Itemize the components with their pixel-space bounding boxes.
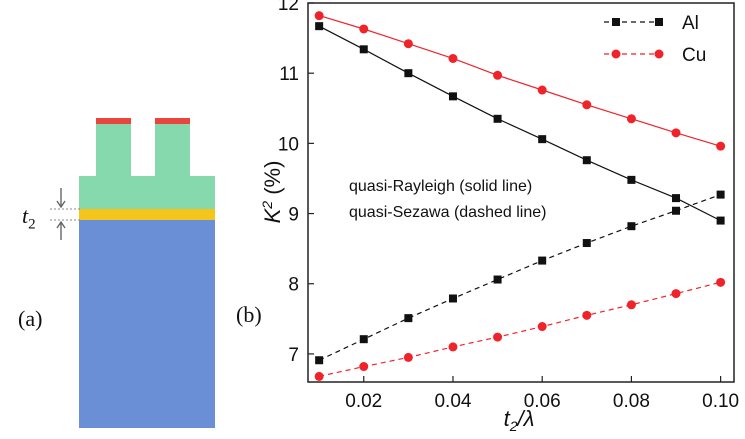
legend-item-al: Al (604, 13, 699, 34)
legend-item-cu: Cu (604, 45, 706, 66)
electrode-right (155, 118, 190, 124)
data-point (537, 85, 547, 95)
x-axis-label: t2/λ (504, 406, 535, 434)
y-tick-label: 10 (278, 134, 299, 155)
data-point (672, 206, 681, 215)
series-line (319, 15, 721, 147)
data-point (404, 314, 413, 323)
data-point (493, 332, 503, 342)
data-point (493, 114, 502, 123)
data-point (403, 352, 413, 362)
data-point (627, 175, 636, 184)
data-point (716, 277, 726, 287)
data-point (582, 156, 591, 165)
y-tick-label: 7 (288, 345, 299, 366)
data-point (582, 100, 592, 110)
series-al-rayleigh (315, 22, 725, 225)
data-point (448, 92, 457, 101)
data-point (672, 194, 681, 203)
annotation-sezawa: quasi-Sezawa (dashed line) (349, 204, 546, 221)
data-point (493, 70, 503, 80)
data-point (314, 11, 324, 21)
series-line (318, 25, 721, 222)
data-point (582, 310, 592, 320)
data-point (582, 239, 591, 248)
data-point (716, 190, 725, 199)
y-axis-label: K2 (%) (259, 161, 285, 224)
data-point (315, 356, 324, 365)
data-point (493, 275, 502, 284)
arrow-down-icon (56, 188, 66, 209)
data-point (538, 256, 547, 265)
x-tick-label: 0.10 (702, 391, 739, 412)
data-point (671, 289, 681, 299)
series-cu-sezawa (314, 277, 726, 381)
legend-marker (611, 49, 621, 59)
plot-frame (307, 2, 735, 383)
piezoelectric-film (79, 124, 215, 209)
annotation-rayleigh: quasi-Rayleigh (solid line) (349, 178, 532, 195)
x-tick-label: 0.02 (345, 391, 382, 412)
data-point (448, 294, 457, 303)
data-point (359, 335, 368, 344)
data-point (716, 141, 726, 151)
legend-marker (655, 18, 663, 26)
data-point (626, 300, 636, 310)
thickness-label: t2 (22, 203, 36, 233)
data-point (716, 216, 725, 225)
substrate-layer (79, 220, 215, 428)
series-cu-rayleigh (314, 11, 726, 151)
data-point (626, 114, 636, 124)
legend-label: Al (682, 13, 699, 34)
device-cross-section (50, 118, 215, 428)
series-line (318, 194, 721, 361)
data-point (359, 24, 369, 34)
data-point (315, 22, 324, 31)
series-al-sezawa (315, 190, 725, 365)
data-point (403, 39, 413, 49)
y-tick-label: 8 (288, 275, 299, 296)
legend-marker (612, 18, 620, 26)
data-point (671, 128, 681, 138)
data-point (537, 322, 547, 332)
electrode-left (96, 118, 131, 124)
x-tick-label: 0.08 (613, 391, 650, 412)
data-point (404, 69, 413, 78)
y-tick-label: 12 (278, 0, 299, 15)
legend-label: Cu (682, 45, 706, 66)
data-point (448, 342, 458, 352)
data-point (359, 45, 368, 54)
y-tick-label: 11 (279, 64, 299, 85)
data-point (314, 371, 324, 381)
data-point (627, 222, 636, 231)
data-point (448, 53, 458, 63)
y-tick-label: 9 (288, 205, 299, 226)
interlayer (79, 209, 215, 220)
x-tick-label: 0.06 (524, 391, 561, 412)
arrow-up-icon (56, 220, 66, 240)
series-line (319, 281, 721, 377)
data-point (538, 135, 547, 144)
panel-label-a: (a) (18, 306, 43, 331)
panel-label-b: (b) (236, 302, 262, 327)
x-tick-label: 0.04 (434, 391, 471, 412)
data-point (359, 362, 369, 372)
legend-marker (654, 49, 664, 59)
